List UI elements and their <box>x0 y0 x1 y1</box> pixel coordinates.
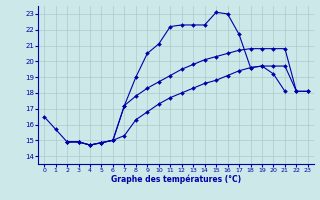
X-axis label: Graphe des températures (°C): Graphe des températures (°C) <box>111 175 241 184</box>
